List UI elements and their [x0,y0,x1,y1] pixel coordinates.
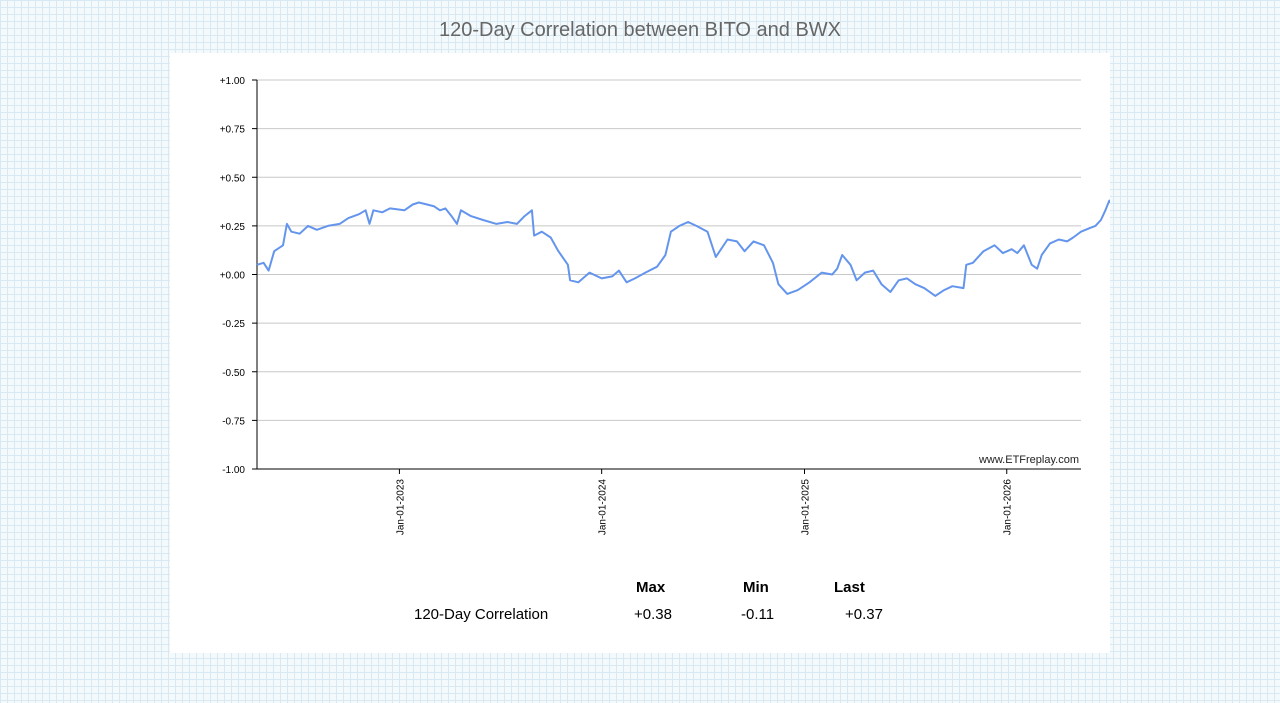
x-tick-label: Jan-01-2024 [598,479,609,536]
correlation-line [256,199,1110,297]
y-tick-label: +0.50 [220,173,246,184]
y-tick-label: +1.00 [220,76,246,87]
y-tick-label: -0.50 [222,368,245,379]
x-tick-label: Jan-01-2023 [395,479,406,536]
stats-header-min: Min [743,579,769,596]
series-layer [256,199,1110,297]
correlation-chart: +1.00 +0.75 +0.50 +0.25 +0.00 -0.25 -0.50 -0.75… [220,76,1110,536]
y-tick-label: -0.25 [222,319,245,330]
y-tick-label: -1.00 [222,465,245,476]
y-tick-label: -0.75 [222,416,245,427]
y-tick-label: +0.25 [220,222,246,233]
x-tick-label: Jan-01-2026 [1003,479,1014,536]
chart-title: 120-Day Correlation between BITO and BWX [438,19,842,41]
y-tick-label: +0.75 [220,125,246,136]
chart-panel: +1.00 +0.75 +0.50 +0.25 +0.00 -0.25 -0.50 -0.75… [170,53,1110,653]
grid-lines [257,79,1081,421]
stats-value-min: -0.11 [741,606,775,623]
stats-header-max: Max [636,579,666,596]
x-axis-ticks: Jan-01-2023 Jan-01-2024 Jan-01-2025 Jan-01-… [395,469,1014,536]
stats-header-last: Last [834,579,865,596]
stats-row-label: 120-Day Correlation [414,606,549,623]
y-tick-label: +0.00 [220,271,246,282]
stats-value-max: +0.38 [634,606,672,623]
stats-table: Max Min Last 120-Day Correlation +0.38 -… [170,53,1110,653]
x-tick-label: Jan-01-2025 [800,479,811,536]
stats-value-last: +0.37 [845,606,883,623]
y-axis-ticks: +1.00 +0.75 +0.50 +0.25 +0.00 -0.25 -0.50 -0.75… [220,76,257,476]
watermark: www.ETFreplay.com [978,454,1079,466]
